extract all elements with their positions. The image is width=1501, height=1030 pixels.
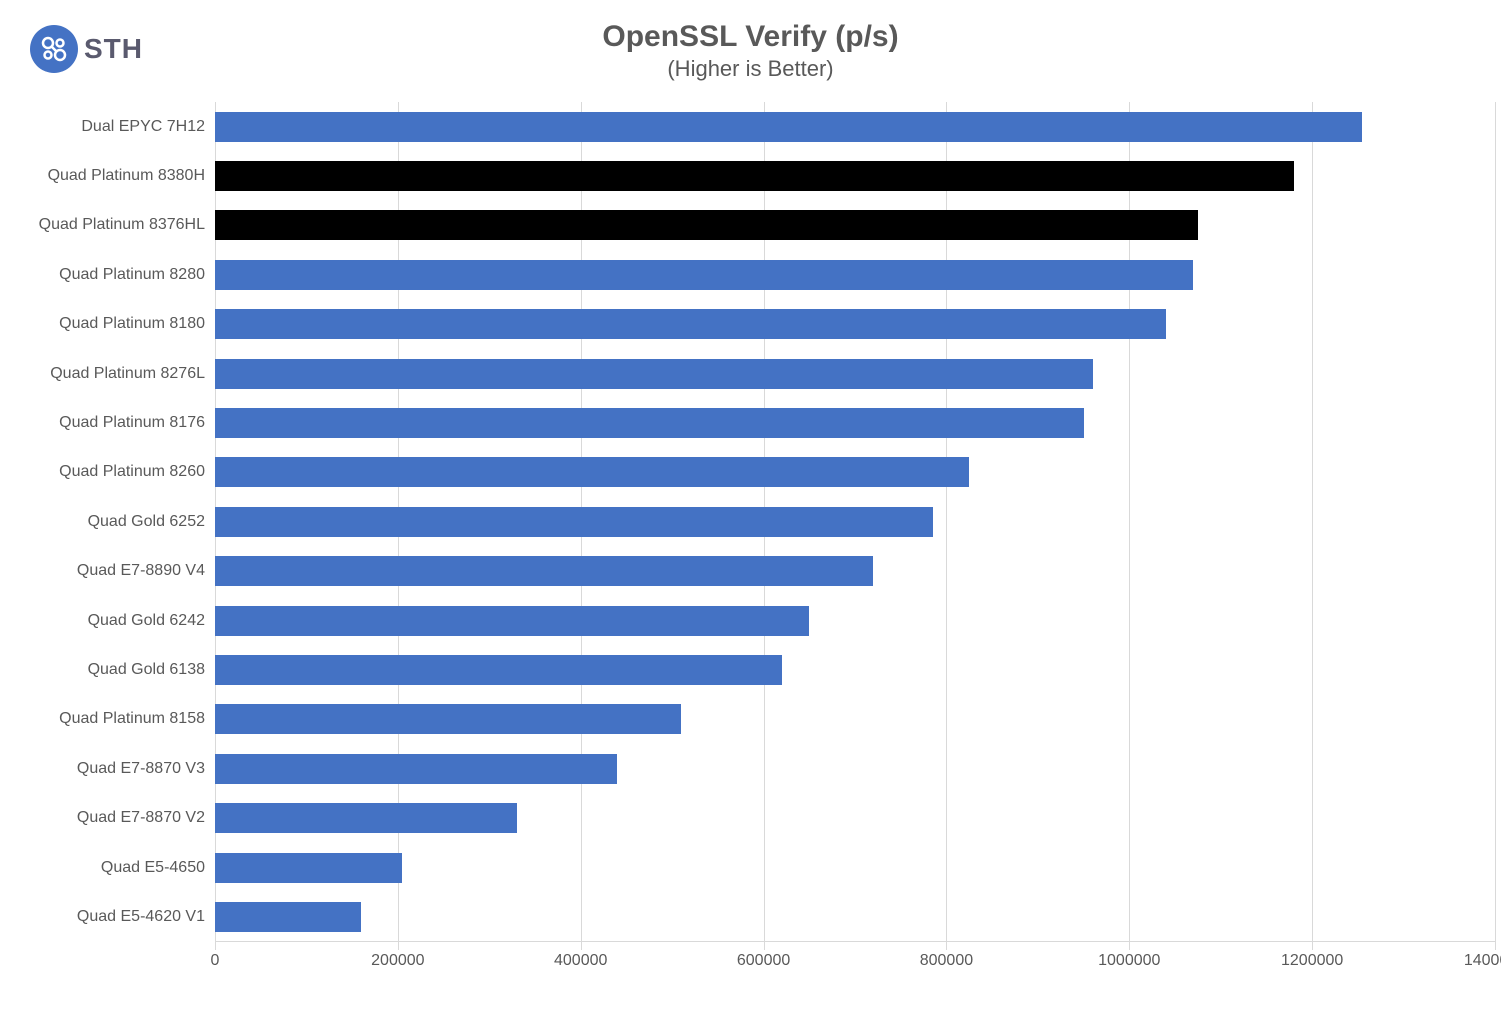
y-axis-label: Quad Platinum 8180 <box>5 300 205 349</box>
bar <box>215 210 1198 240</box>
title-block: OpenSSL Verify (p/s) (Higher is Better) <box>30 20 1471 82</box>
bar <box>215 161 1294 191</box>
y-axis-label: Dual EPYC 7H12 <box>5 102 205 151</box>
bar-row <box>215 843 402 892</box>
x-tick <box>398 942 399 950</box>
bar-row <box>215 497 933 546</box>
bar <box>215 704 681 734</box>
bar-row <box>215 892 361 941</box>
chart-title: OpenSSL Verify (p/s) <box>30 20 1471 54</box>
bar <box>215 803 517 833</box>
bar-row <box>215 102 1362 151</box>
chart-container: 0200000400000600000800000100000012000001… <box>215 102 1495 982</box>
bar <box>215 902 361 932</box>
chain-icon <box>37 32 71 66</box>
y-axis-label: Quad Gold 6138 <box>5 645 205 694</box>
bar <box>215 260 1193 290</box>
x-axis-label: 0 <box>211 952 220 970</box>
x-tick <box>946 942 947 950</box>
bar <box>215 507 933 537</box>
y-axis-label: Quad E7-8890 V4 <box>5 547 205 596</box>
x-tick <box>215 942 216 950</box>
bar-row <box>215 794 517 843</box>
y-axis-label: Quad Platinum 8280 <box>5 250 205 299</box>
x-tick <box>764 942 765 950</box>
bar-row <box>215 250 1193 299</box>
bar <box>215 655 782 685</box>
bar <box>215 606 809 636</box>
x-axis-label: 1000000 <box>1098 952 1160 970</box>
bar-row <box>215 695 681 744</box>
bar-row <box>215 151 1294 200</box>
x-tick <box>1495 942 1496 950</box>
y-axis-label: Quad E5-4620 V1 <box>5 892 205 941</box>
bar <box>215 556 873 586</box>
y-axis-label: Quad E5-4650 <box>5 843 205 892</box>
gridline <box>1312 102 1313 942</box>
bar-row <box>215 201 1198 250</box>
sth-logo-icon <box>30 25 78 73</box>
bar <box>215 457 969 487</box>
x-axis-label: 1200000 <box>1281 952 1343 970</box>
y-axis-label: Quad Gold 6252 <box>5 497 205 546</box>
bar-row <box>215 744 617 793</box>
bar <box>215 408 1084 438</box>
logo-text: STH <box>84 33 143 65</box>
y-axis-label: Quad E7-8870 V3 <box>5 744 205 793</box>
y-axis-label: Quad Platinum 8158 <box>5 695 205 744</box>
x-tick <box>1129 942 1130 950</box>
bar <box>215 359 1093 389</box>
bar-row <box>215 398 1084 447</box>
gridline <box>1495 102 1496 942</box>
bar <box>215 853 402 883</box>
y-axis-label: Quad E7-8870 V2 <box>5 794 205 843</box>
bar-row <box>215 300 1166 349</box>
x-axis-label: 1400000 <box>1464 952 1501 970</box>
chart-header: STH OpenSSL Verify (p/s) (Higher is Bett… <box>30 20 1471 82</box>
bar-row <box>215 645 782 694</box>
bar-row <box>215 547 873 596</box>
bar-row <box>215 448 969 497</box>
x-tick <box>1312 942 1313 950</box>
x-tick <box>581 942 582 950</box>
y-axis-label: Quad Platinum 8376HL <box>5 201 205 250</box>
y-axis-label: Quad Platinum 8260 <box>5 448 205 497</box>
x-axis-label: 200000 <box>371 952 424 970</box>
bar <box>215 112 1362 142</box>
x-axis-label: 800000 <box>920 952 973 970</box>
y-axis-label: Quad Platinum 8276L <box>5 349 205 398</box>
x-axis-label: 400000 <box>554 952 607 970</box>
bar-row <box>215 596 809 645</box>
x-axis-label: 600000 <box>737 952 790 970</box>
bar-row <box>215 349 1093 398</box>
y-axis-label: Quad Platinum 8380H <box>5 151 205 200</box>
y-axis-label: Quad Gold 6242 <box>5 596 205 645</box>
sth-logo: STH <box>30 25 143 73</box>
chart-subtitle: (Higher is Better) <box>30 56 1471 82</box>
y-axis-label: Quad Platinum 8176 <box>5 398 205 447</box>
bar <box>215 754 617 784</box>
bar <box>215 309 1166 339</box>
